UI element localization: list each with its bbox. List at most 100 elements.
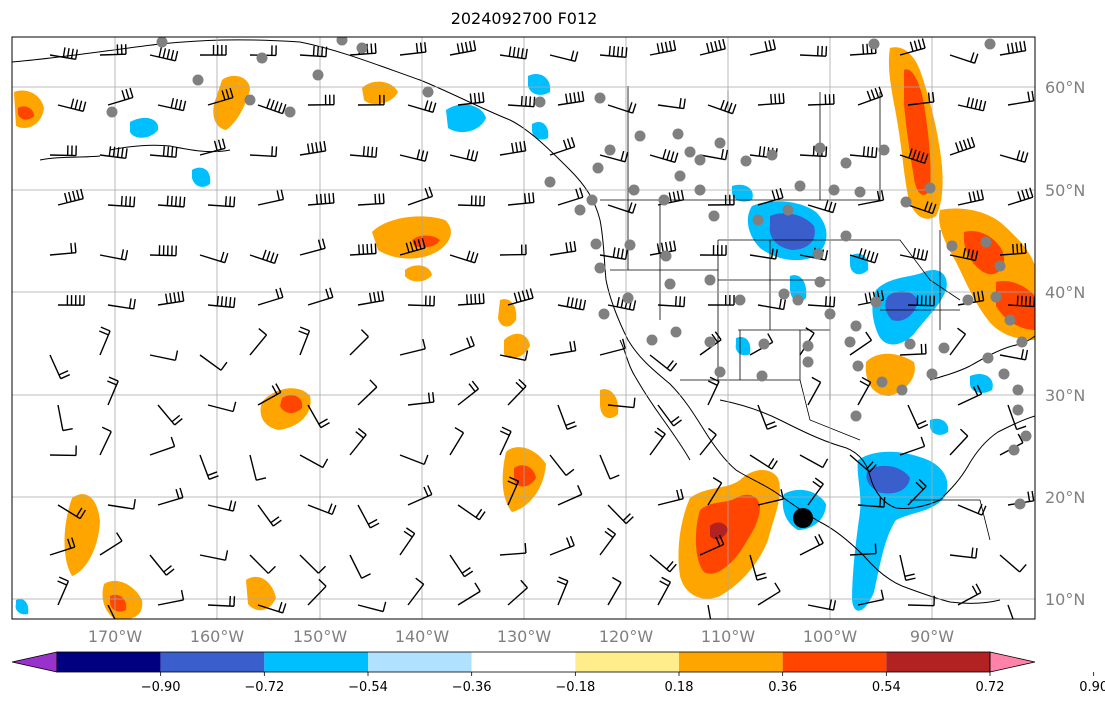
shade-region	[970, 373, 993, 393]
wind-barb	[257, 383, 282, 406]
station-marker	[896, 384, 908, 396]
wind-barb	[549, 241, 577, 256]
wind-barb	[907, 201, 937, 215]
shade-region	[504, 333, 530, 359]
wind-barb	[399, 454, 429, 465]
station-marker	[812, 248, 824, 260]
wind-barb	[149, 146, 178, 158]
station-marker	[924, 182, 936, 194]
station-marker	[840, 230, 852, 242]
shade-region	[446, 104, 486, 133]
shade-region	[18, 106, 34, 120]
wind-barb	[549, 454, 575, 476]
wind-barb	[657, 404, 682, 427]
wind-barb	[807, 94, 835, 106]
station-marker	[1020, 430, 1032, 442]
wind-barb	[599, 45, 628, 59]
wind-barb	[249, 146, 278, 158]
station-marker	[878, 144, 890, 156]
station-marker	[672, 128, 684, 140]
colorbar-tick-label: −0.54	[348, 680, 388, 695]
wind-barb	[299, 45, 328, 58]
wind-barb	[707, 376, 720, 406]
wind-barb	[1007, 187, 1034, 206]
wind-barb	[899, 554, 916, 582]
shade-region	[735, 336, 751, 356]
station-marker	[778, 288, 790, 300]
wind-barb	[649, 427, 666, 456]
wind-barb	[57, 576, 70, 606]
wind-barb	[49, 537, 76, 556]
shade-region	[710, 522, 728, 540]
colorbar-segment	[575, 652, 679, 672]
coastline	[12, 39, 1001, 604]
colorbar-tick-label: 0.90	[1079, 680, 1105, 695]
coastline	[719, 399, 941, 509]
wind-barb	[957, 384, 983, 406]
wind-barb	[399, 338, 426, 356]
station-marker	[794, 180, 806, 192]
colorbar-tick-label: 0.54	[872, 680, 901, 695]
wind-barb	[57, 98, 87, 113]
wind-barb	[699, 148, 729, 161]
station-marker	[938, 342, 950, 354]
wind-barb	[607, 102, 637, 114]
wind-barb	[907, 478, 927, 506]
wind-barb	[249, 454, 267, 481]
wind-barb	[707, 295, 735, 306]
wind-barb	[349, 329, 369, 356]
latitude-labels: 60°N 50°N 40°N 30°N 20°N 10°N	[1045, 78, 1085, 609]
station-marker	[1008, 444, 1020, 456]
wind-barb	[649, 149, 679, 164]
wind-barb	[549, 50, 579, 63]
wind-barb	[449, 336, 475, 356]
station-marker	[752, 214, 764, 226]
wind-barb	[899, 148, 929, 164]
colorbar-segment	[471, 652, 576, 672]
station-marker	[946, 240, 958, 252]
wind-barb	[599, 454, 620, 480]
station-marker	[156, 37, 168, 48]
shade-region	[15, 598, 29, 615]
wind-barb	[957, 504, 987, 516]
colorbar-frame	[56, 651, 991, 673]
station-marker	[646, 334, 658, 346]
wind-barb	[957, 583, 982, 606]
colorbar-extend-high	[989, 651, 1036, 673]
station-marker	[694, 184, 706, 196]
wind-barb	[707, 194, 735, 206]
coastline	[619, 339, 691, 461]
wind-barb	[407, 186, 434, 206]
wind-barb	[957, 97, 987, 112]
border-line	[680, 379, 861, 441]
wind-barb	[207, 401, 237, 413]
wind-barb	[357, 193, 385, 206]
wind-barb	[107, 604, 116, 619]
wind-barb	[299, 140, 327, 156]
wind-barb	[499, 350, 529, 361]
station-marker	[704, 274, 716, 286]
wind-barb	[349, 243, 377, 256]
wind-barb	[849, 331, 873, 356]
wind-barb	[757, 298, 787, 311]
colorbar-tick-label: −0.18	[555, 680, 595, 695]
wind-barb	[257, 98, 287, 115]
latitude-label: 30°N	[1045, 386, 1085, 405]
station-marker	[980, 236, 992, 248]
wind-barb	[157, 404, 183, 426]
wind-barb	[357, 504, 380, 529]
shade-region	[528, 73, 551, 95]
wind-barb	[357, 601, 387, 613]
wind-barb	[357, 290, 385, 306]
wind-barb	[357, 94, 385, 106]
colorbar-tick-label: 0.18	[665, 680, 694, 695]
wind-barb	[649, 554, 677, 573]
wind-barb	[298, 326, 311, 356]
shade-region	[930, 418, 949, 435]
wind-barb	[1007, 90, 1035, 106]
station-marker	[256, 52, 268, 64]
wind-barb	[657, 296, 686, 308]
wind-barb	[949, 52, 979, 64]
station-marker	[766, 149, 778, 161]
wind-barb	[507, 579, 528, 606]
